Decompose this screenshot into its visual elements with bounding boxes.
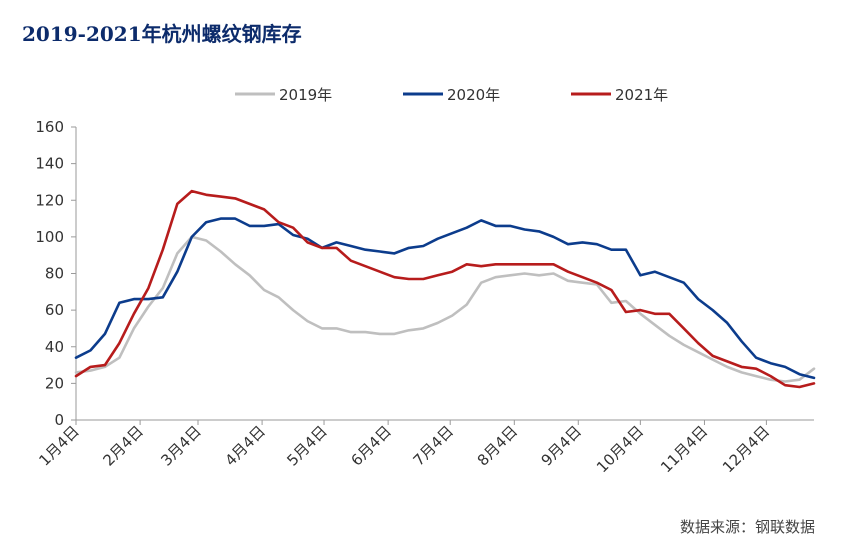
y-tick-label: 60 [45, 301, 64, 319]
y-tick-label: 140 [35, 155, 64, 173]
y-tick-label: 80 [45, 265, 64, 283]
x-tick-label: 10月4日 [593, 422, 647, 476]
y-tick-label: 120 [35, 191, 64, 209]
x-tick-label: 1月4日 [35, 422, 82, 469]
y-tick-label: 100 [35, 228, 64, 246]
series-line-2 [74, 217, 816, 380]
x-tick-label: 5月4日 [283, 422, 330, 469]
x-tick-label: 7月4日 [410, 422, 457, 469]
series-line-3 [74, 189, 816, 389]
y-tick-label: 160 [35, 118, 64, 136]
x-tick-label: 4月4日 [221, 422, 268, 469]
x-tick-label: 8月4日 [474, 422, 521, 469]
legend-label-1: 2019年 [279, 86, 332, 104]
y-tick-label: 0 [54, 411, 64, 429]
x-tick-label: 9月4日 [538, 422, 585, 469]
x-tick-label: 6月4日 [348, 422, 395, 469]
x-tick-label: 2月4日 [99, 422, 146, 469]
legend-label-2: 2020年 [447, 86, 500, 104]
y-tick-label: 40 [45, 338, 64, 356]
y-tick-label: 20 [45, 374, 64, 392]
series-line-1 [74, 235, 816, 383]
x-tick-label: 3月4日 [157, 422, 204, 469]
data-source-note: 数据来源：钢联数据 [679, 518, 815, 536]
x-tick-label: 11月4日 [657, 422, 711, 476]
x-tick-label: 12月4日 [719, 422, 773, 476]
chart-title: 2019-2021年杭州螺纹钢库存 [22, 22, 302, 46]
legend-label-3: 2021年 [615, 86, 668, 104]
